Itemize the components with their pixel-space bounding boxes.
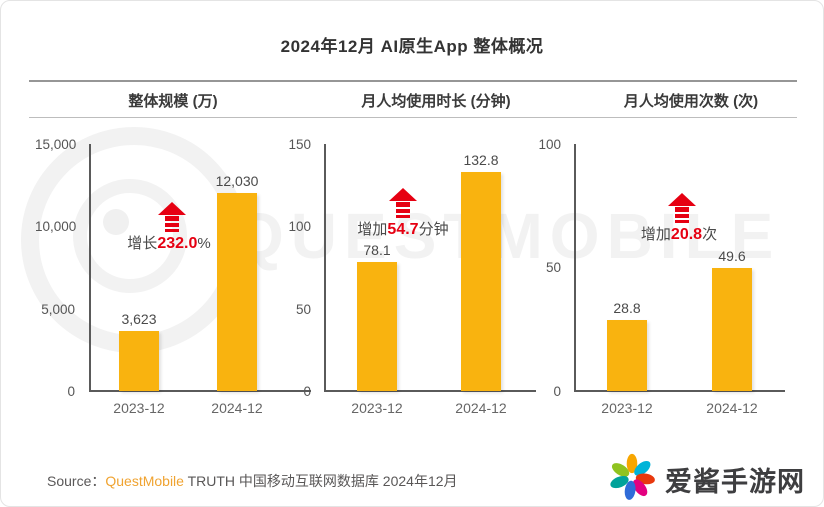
bar-2024-12 — [217, 193, 257, 391]
ytick-label: 15,000 — [35, 137, 77, 152]
growth-arrow-icon — [389, 188, 417, 218]
bar-group: 28.8 — [597, 300, 657, 391]
ytick-label: 50 — [545, 260, 561, 275]
growth-annotation: 增加54.7分钟 — [357, 218, 448, 239]
ytick-label: 0 — [553, 384, 561, 399]
x-axis — [574, 390, 785, 392]
growth-annotation: 增加20.8次 — [641, 223, 717, 244]
ytick-label: 10,000 — [35, 219, 77, 234]
bar-value-label: 132.8 — [463, 152, 499, 168]
growth-annotation: 增长232.0% — [127, 232, 210, 253]
category-label: 2024-12 — [455, 400, 507, 416]
annotation-value: 54.7 — [387, 221, 419, 238]
bar-2023-12 — [357, 262, 397, 391]
bar-2024-12 — [712, 268, 752, 391]
annotation-prefix: 增加 — [357, 221, 388, 238]
aijiang-pinwheel-icon — [607, 452, 657, 506]
source-brand: QuestMobile — [105, 473, 184, 489]
growth-arrow-icon — [158, 202, 186, 232]
category-label: 2023-12 — [351, 400, 403, 416]
ytick-label: 50 — [295, 302, 311, 317]
bar-group: 78.1 — [347, 242, 407, 391]
annotation-suffix: % — [197, 235, 211, 252]
y-axis — [324, 144, 326, 391]
bar-value-label: 3,623 — [121, 311, 157, 327]
x-axis — [89, 390, 311, 392]
bar-value-label: 28.8 — [613, 300, 641, 316]
annotation-suffix: 分钟 — [418, 221, 449, 238]
bar-2023-12 — [119, 331, 159, 391]
header-rule-top — [29, 80, 797, 82]
bar-value-label: 12,030 — [215, 173, 259, 189]
annotation-prefix: 增加 — [640, 226, 671, 243]
chart-title: 2024年12月 AI原生App 整体概况 — [280, 37, 544, 56]
source-label: Source： — [47, 473, 106, 489]
column-header-usage-minutes: 月人均使用时长 (分钟) — [361, 93, 511, 110]
bar-value-label: 49.6 — [718, 248, 746, 264]
bar-chart-usage-times: 100 50 0 28.8 49.6 增加20.8次 2023-12 2024-… — [538, 136, 821, 426]
ytick-label: 100 — [288, 219, 311, 234]
ytick-label: 150 — [288, 137, 311, 152]
category-label: 2024-12 — [706, 400, 758, 416]
source-line: Source：QuestMobile TRUTH 中国移动互联网数据库 2024… — [47, 471, 458, 491]
column-header-overall-scale: 整体规模 (万) — [128, 93, 218, 110]
bar-chart-usage-minutes: 150 100 50 0 78.1 132.8 增加54.7分钟 2023-12… — [288, 136, 551, 426]
questmobile-watermark-dot — [103, 209, 129, 235]
bar-group: 12,030 — [207, 173, 267, 391]
annotation-prefix: 增长 — [127, 235, 158, 252]
aijiang-logo: 爱酱手游网 — [607, 452, 805, 506]
column-header-usage-times: 月人均使用次数 (次) — [623, 93, 759, 110]
annotation-value: 232.0 — [157, 235, 198, 252]
bar-chart-overall-scale: 15,000 10,000 5,000 0 3,623 12,030 增长232… — [35, 136, 311, 426]
bar-2024-12 — [461, 172, 501, 391]
ytick-label: 100 — [538, 137, 561, 152]
bar-value-label: 78.1 — [363, 242, 391, 258]
category-label: 2024-12 — [211, 400, 263, 416]
y-axis — [89, 144, 91, 391]
annotation-value: 20.8 — [670, 226, 703, 243]
x-axis — [324, 390, 536, 392]
ytick-label: 0 — [303, 384, 311, 399]
growth-arrow-icon — [668, 193, 696, 223]
y-axis — [574, 144, 576, 391]
bar-2023-12 — [607, 320, 647, 391]
category-label: 2023-12 — [113, 400, 165, 416]
bar-group: 49.6 — [702, 248, 762, 391]
annotation-suffix: 次 — [702, 226, 718, 243]
ytick-label: 5,000 — [41, 302, 75, 317]
header-rule-bottom — [29, 117, 797, 118]
source-rest: TRUTH 中国移动互联网数据库 2024年12月 — [183, 473, 458, 489]
site-name: 爱酱手游网 — [665, 467, 805, 497]
bar-group: 3,623 — [109, 311, 169, 391]
bar-group: 132.8 — [451, 152, 511, 391]
ytick-label: 0 — [67, 384, 75, 399]
category-label: 2023-12 — [601, 400, 653, 416]
